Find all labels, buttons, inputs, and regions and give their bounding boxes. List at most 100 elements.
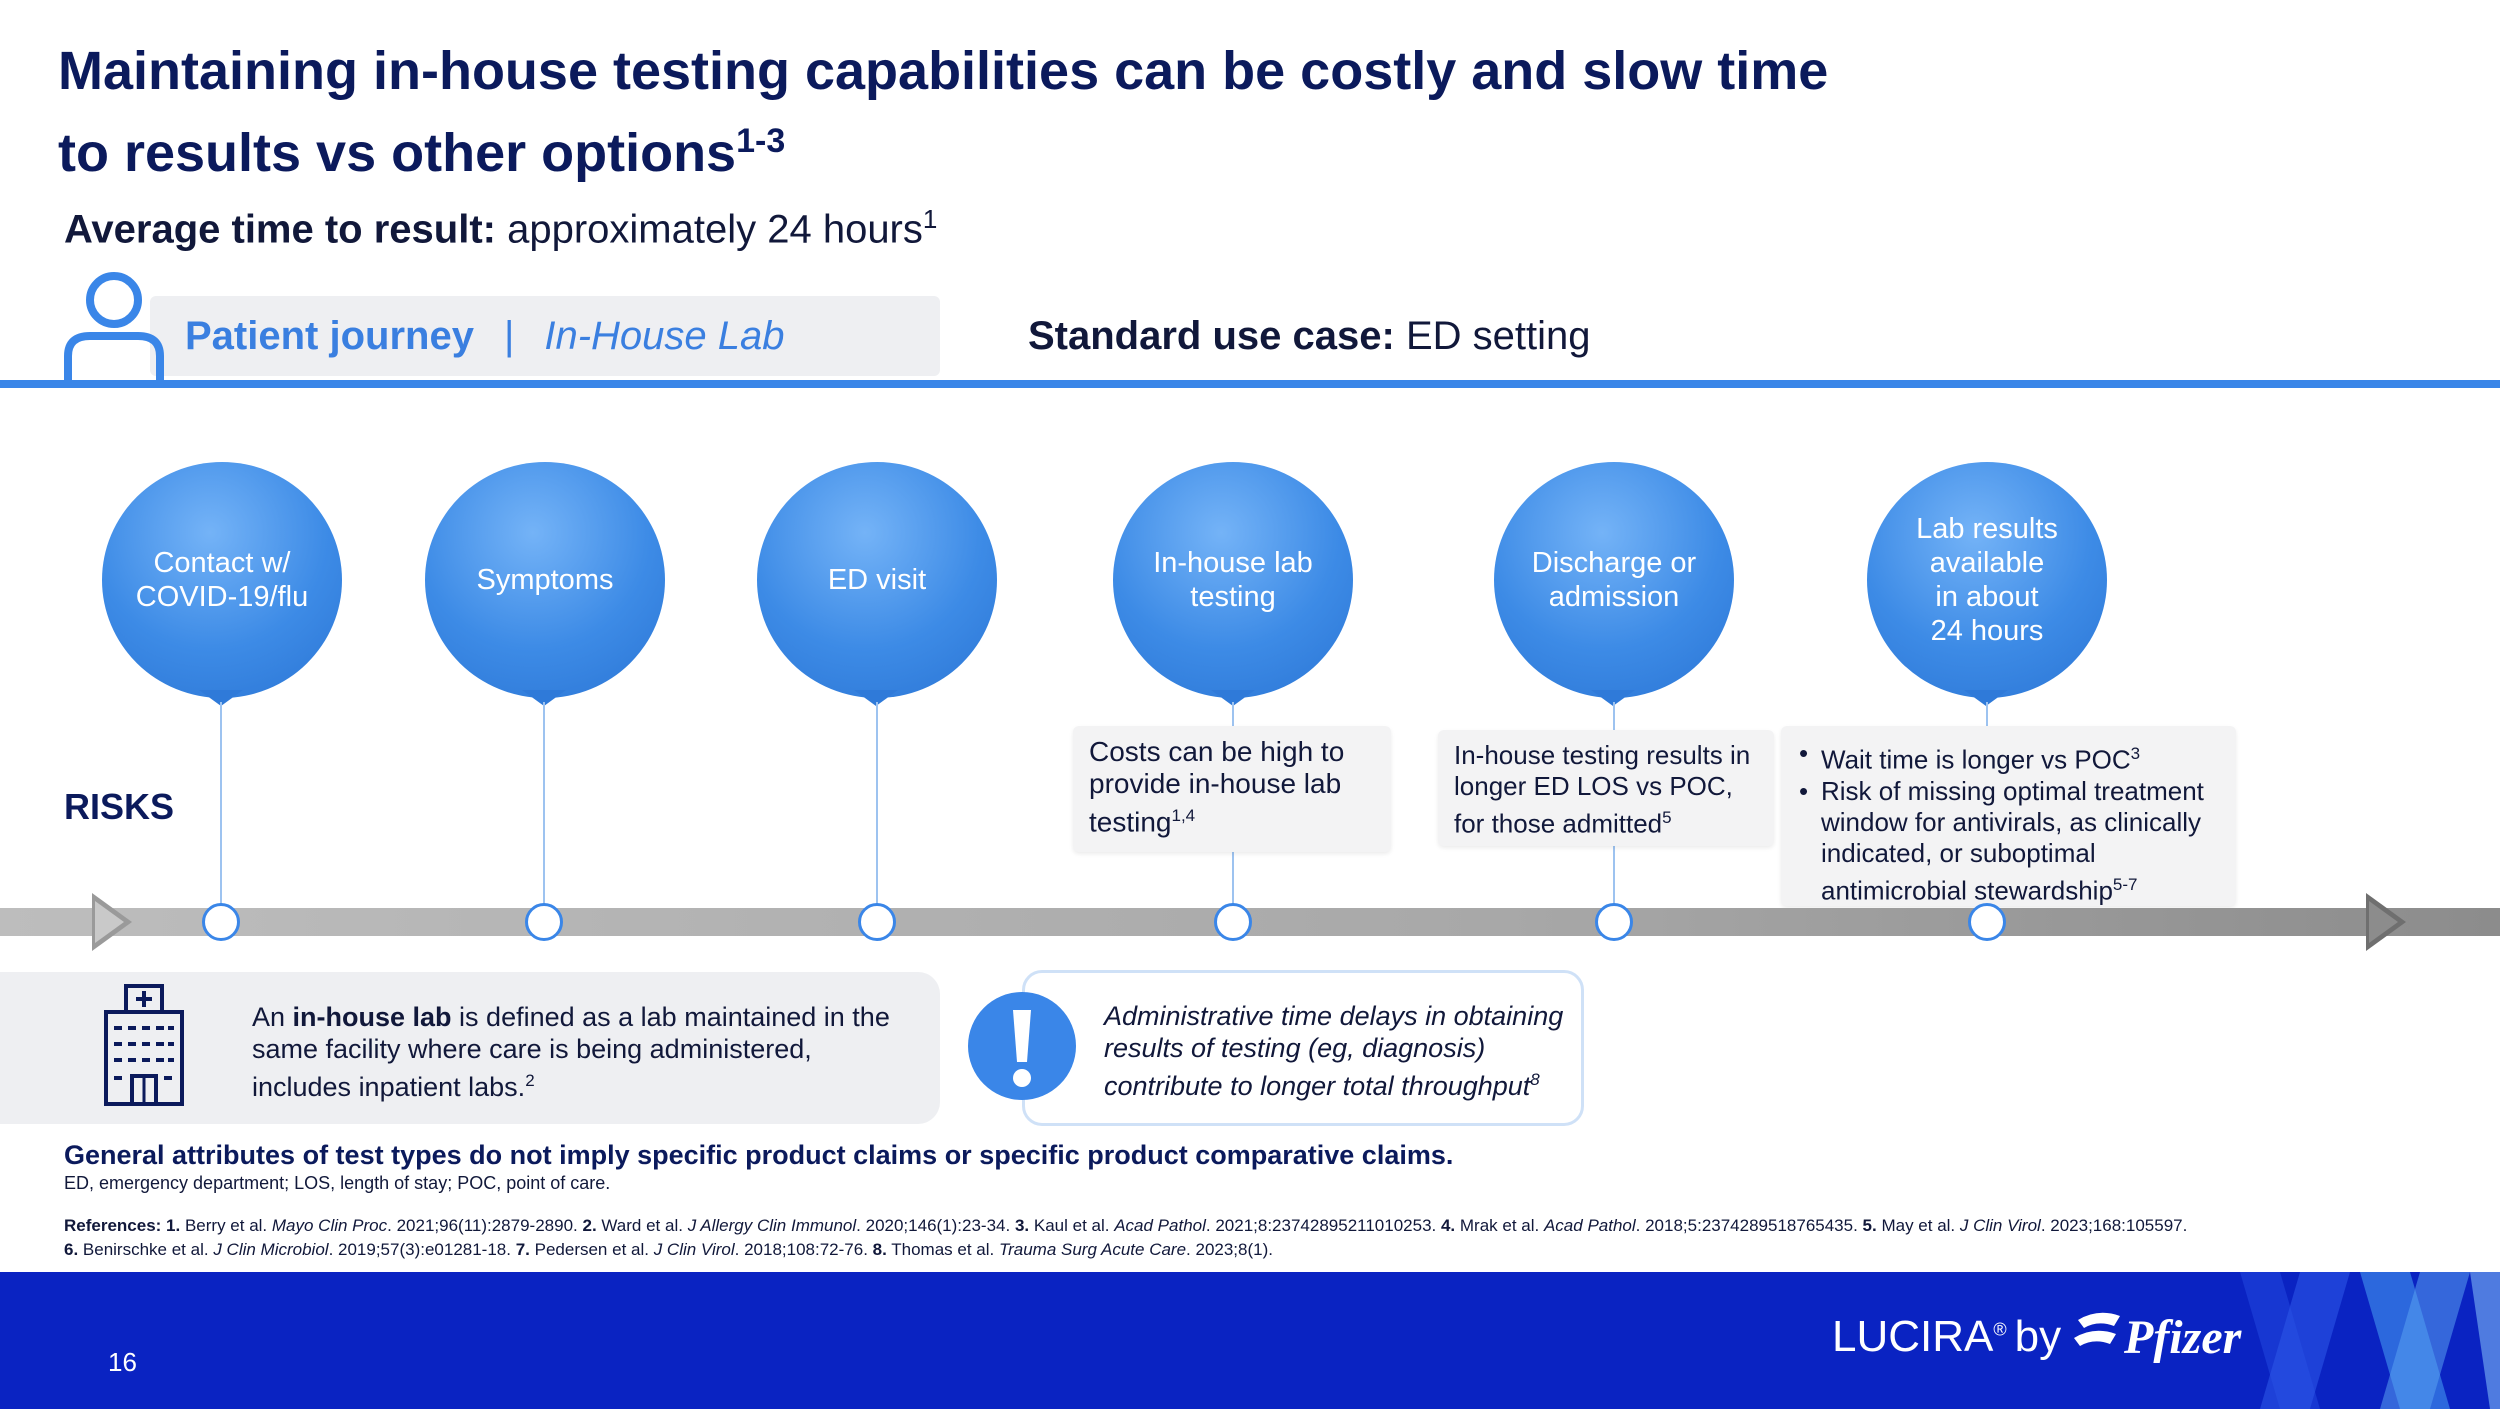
ref-journal: J Clin Virol bbox=[1959, 1216, 2041, 1235]
hospital-building-icon bbox=[104, 984, 184, 1106]
step-bubble-symptoms: Symptoms bbox=[425, 462, 665, 698]
connector-line bbox=[1986, 702, 1988, 726]
ref-authors: Thomas et al. bbox=[886, 1240, 999, 1259]
bubble-pointer bbox=[1591, 690, 1635, 706]
lucira-logo: LUCIRA® by bbox=[1832, 1312, 2061, 1362]
person-icon bbox=[64, 272, 164, 380]
patient-journey-heading: Patient journey | In-House Lab bbox=[185, 314, 785, 359]
step-bubble-discharge: Discharge or admission bbox=[1494, 462, 1734, 698]
step-label: Contact w/ COVID-19/flu bbox=[135, 547, 309, 613]
references-label: References: bbox=[64, 1216, 162, 1235]
risk-box-wait-time: Wait time is longer vs POC3 Risk of miss… bbox=[1781, 726, 2236, 906]
pfizer-wordmark: Pfizer bbox=[2124, 1311, 2242, 1364]
ref-number: 1. bbox=[161, 1216, 181, 1235]
ref-journal: Mayo Clin Proc bbox=[271, 1216, 388, 1235]
ref-number: 8. bbox=[867, 1240, 887, 1259]
disclaimer: General attributes of test types do not … bbox=[64, 1140, 1454, 1170]
ref-journal: J Clin Microbiol bbox=[213, 1240, 329, 1259]
page-number: 16 bbox=[108, 1347, 137, 1377]
header-divider bbox=[0, 380, 2500, 388]
timeline-node bbox=[1214, 903, 1252, 941]
average-time-citation: 1 bbox=[922, 204, 938, 234]
step-bubble-in-house-lab: In-house lab testing bbox=[1113, 462, 1353, 698]
slide-title-line1: Maintaining in-house testing capabilitie… bbox=[58, 41, 1829, 101]
connector-line bbox=[543, 702, 545, 910]
risk-box-los: In-house testing results in longer ED LO… bbox=[1438, 730, 1774, 846]
footer-decoration bbox=[2240, 1272, 2500, 1409]
average-time-value: approximately 24 hours bbox=[495, 207, 923, 252]
ref-authors: Mrak et al. bbox=[1455, 1216, 1544, 1235]
admin-note-body: Administrative time delays in obtaining … bbox=[1104, 1001, 1564, 1101]
risk-wait-item2-citation: 5-7 bbox=[2112, 874, 2138, 894]
average-time-to-result: Average time to result: approximately 24… bbox=[64, 204, 937, 252]
in-house-lab-definition: An in-house lab is defined as a lab main… bbox=[252, 1001, 912, 1103]
ref-journal: Acad Pathol bbox=[1543, 1216, 1636, 1235]
step-label: Discharge or admission bbox=[1531, 547, 1697, 613]
risk-wait-item2-text: Risk of missing optimal treatment window… bbox=[1821, 775, 2204, 906]
admin-delay-text: Administrative time delays in obtaining … bbox=[1104, 1000, 1564, 1102]
slide-title-line2: to results vs other options bbox=[58, 123, 737, 183]
admin-delay-callout bbox=[1022, 970, 1584, 1126]
risk-costs-text: Costs can be high to provide in-house la… bbox=[1089, 736, 1345, 838]
risk-wait-item: Wait time is longer vs POC3 bbox=[1797, 738, 2220, 776]
references: References: 1. Berry et al. Mayo Clin Pr… bbox=[64, 1214, 2444, 1262]
ref-number: 2. bbox=[577, 1216, 597, 1235]
brand-name: LUCIRA bbox=[1832, 1312, 1994, 1361]
bubble-pointer bbox=[854, 690, 898, 706]
risk-box-costs: Costs can be high to provide in-house la… bbox=[1073, 726, 1391, 852]
risk-wait-item1-text: Wait time is longer vs POC bbox=[1821, 744, 2131, 775]
ref-number: 6. bbox=[64, 1240, 79, 1259]
ref-authors: Benirschke et al. bbox=[78, 1240, 214, 1259]
ref-journal: J Allergy Clin Immunol bbox=[687, 1216, 857, 1235]
ref-number: 5. bbox=[1857, 1216, 1877, 1235]
step-bubble-contact: Contact w/ COVID-19/flu bbox=[102, 462, 342, 698]
risk-los-citation: 5 bbox=[1662, 808, 1672, 827]
ref-number: 3. bbox=[1010, 1216, 1030, 1235]
patient-journey-label: Patient journey bbox=[185, 314, 474, 358]
ref-authors: May et al. bbox=[1876, 1216, 1960, 1235]
brand-registered: ® bbox=[1993, 1319, 2007, 1340]
bubble-pointer bbox=[1964, 690, 2008, 706]
ref-citation: . 2018;108:72-76. bbox=[734, 1240, 868, 1259]
admin-note-citation: 8 bbox=[1530, 1070, 1540, 1089]
step-label: In-house lab testing bbox=[1153, 547, 1313, 613]
ref-journal: J Clin Virol bbox=[653, 1240, 735, 1259]
step-bubble-lab-results: Lab results available in about 24 hours bbox=[1867, 462, 2107, 698]
timeline-node bbox=[1595, 903, 1633, 941]
exclamation-alert-icon bbox=[968, 992, 1076, 1100]
use-case-value: ED setting bbox=[1394, 314, 1591, 358]
ref-citation: . 2019;57(3):e01281-18. bbox=[328, 1240, 511, 1259]
connector-line bbox=[1232, 852, 1234, 910]
definition-post: is defined as a lab maintained in the sa… bbox=[252, 1002, 890, 1102]
ref-authors: Ward et al. bbox=[596, 1216, 688, 1235]
step-label: Symptoms bbox=[476, 564, 614, 596]
average-time-label: Average time to result: bbox=[64, 207, 496, 252]
patient-journey-sub: In-House Lab bbox=[544, 314, 785, 358]
ref-citation: . 2021;96(11):2879-2890. bbox=[387, 1216, 578, 1235]
brand-by: by bbox=[2014, 1312, 2062, 1361]
connector-line bbox=[1232, 702, 1234, 730]
bubble-pointer bbox=[1211, 690, 1255, 706]
title-citation: 1-3 bbox=[736, 122, 786, 160]
risk-wait-item: Risk of missing optimal treatment window… bbox=[1797, 776, 2220, 907]
connector-line bbox=[1613, 702, 1615, 730]
connector-line bbox=[220, 702, 222, 910]
timeline-node bbox=[525, 903, 563, 941]
risk-wait-item1-citation: 3 bbox=[2130, 744, 2141, 763]
risk-los-text: In-house testing results in longer ED LO… bbox=[1454, 740, 1751, 839]
timeline-node bbox=[858, 903, 896, 941]
ref-number: 7. bbox=[510, 1240, 530, 1259]
connector-line bbox=[876, 702, 878, 910]
standard-use-case: Standard use case: ED setting bbox=[1028, 314, 1590, 359]
use-case-label: Standard use case: bbox=[1028, 314, 1395, 358]
ref-authors: Kaul et al. bbox=[1029, 1216, 1115, 1235]
step-label: Lab results available in about 24 hours bbox=[1916, 513, 2058, 647]
definition-term: in-house lab bbox=[292, 1002, 452, 1032]
timeline-end-arrow-inner bbox=[2369, 901, 2398, 943]
ref-citation: . 2023;168:105597. bbox=[2040, 1216, 2188, 1235]
bubble-pointer bbox=[199, 690, 243, 706]
timeline-node bbox=[1968, 903, 2006, 941]
ref-authors: Pedersen et al. bbox=[529, 1240, 654, 1259]
patient-journey-separator: | bbox=[503, 314, 515, 358]
connector-line bbox=[1613, 846, 1615, 910]
